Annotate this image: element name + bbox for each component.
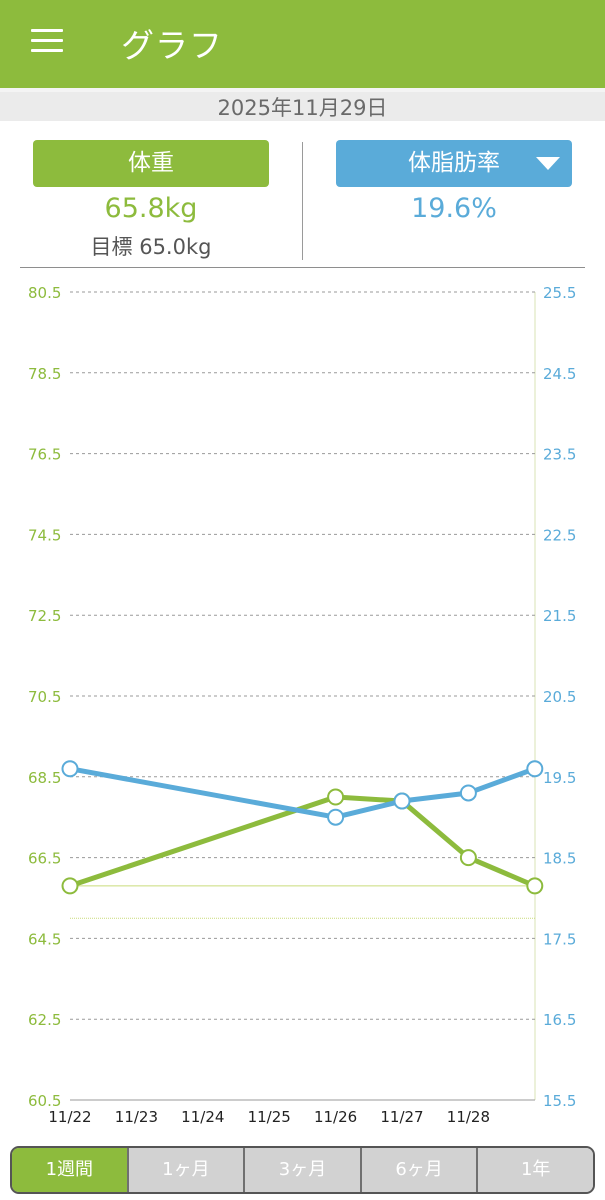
section-divider — [20, 267, 585, 268]
body-fat-data-point — [393, 792, 411, 810]
weight-data-point — [459, 849, 477, 867]
x-axis-tick-label: 11/23 — [115, 1108, 158, 1126]
range-tab-3[interactable]: 6ヶ月 — [359, 1148, 477, 1192]
weight-body-fat-chart: 80.5 78.5 76.5 74.5 72.5 70.5 68.5 66.5 64.5 62.5… — [28, 284, 576, 1126]
weight-value: 65.8kg — [104, 193, 198, 224]
left-axis-tick-label: 76.5 — [28, 446, 61, 464]
page-title: グラフ — [121, 26, 223, 65]
left-axis-tick-label: 64.5 — [28, 930, 61, 948]
right-axis-tick-label: 20.5 — [543, 688, 576, 706]
left-axis-tick-label: 72.5 — [28, 607, 61, 625]
weight-data-point — [526, 877, 544, 895]
goal-weight-text: 目標 65.0kg — [90, 235, 212, 259]
right-axis-tick-label: 23.5 — [543, 446, 576, 464]
body-fat-label: 体脂肪率 — [408, 150, 500, 176]
right-axis-tick-label: 18.5 — [543, 850, 576, 868]
right-axis-tick-label: 19.5 — [543, 769, 576, 787]
app-bar: グラフ — [0, 0, 605, 88]
range-tab-2[interactable]: 3ヶ月 — [243, 1148, 360, 1192]
right-axis-tick-label: 22.5 — [543, 526, 576, 544]
right-axis-tick-label: 15.5 — [543, 1092, 576, 1110]
left-axis-tick-label: 78.5 — [28, 365, 61, 383]
body-fat-data-point — [526, 760, 544, 778]
body-fat-value: 19.6% — [411, 193, 497, 224]
left-axis-tick-label: 68.5 — [28, 769, 61, 787]
date-label: 2025年11月29日 — [0, 88, 605, 121]
right-axis-tick-label: 21.5 — [543, 607, 576, 625]
x-axis-tick-label: 11/28 — [447, 1108, 490, 1126]
x-axis-tick-label: 11/22 — [48, 1108, 91, 1126]
right-axis-tick-label: 17.5 — [543, 930, 576, 948]
left-axis-tick-label: 66.5 — [28, 850, 61, 868]
caret-down-icon — [536, 157, 560, 170]
left-axis-tick-label: 62.5 — [28, 1011, 61, 1029]
body-fat-data-point — [327, 808, 345, 826]
x-axis-tick-label: 11/27 — [380, 1108, 423, 1126]
x-axis-tick-label: 11/25 — [248, 1108, 291, 1126]
right-axis-tick-label: 24.5 — [543, 365, 576, 383]
body-fat-dropdown[interactable]: 体脂肪率 — [336, 140, 572, 187]
body-fat-data-point — [61, 760, 79, 778]
range-tab-0[interactable]: 1週間 — [12, 1148, 127, 1192]
x-axis-tick-label: 11/26 — [314, 1108, 357, 1126]
range-tab-bar: 1週間 1ヶ月 3ヶ月 6ヶ月 1年 — [10, 1146, 595, 1194]
left-axis-tick-label: 60.5 — [28, 1092, 61, 1110]
body-fat-data-point — [459, 784, 477, 802]
left-axis-tick-label: 74.5 — [28, 526, 61, 544]
weight-button[interactable]: 体重 — [33, 140, 269, 187]
right-axis-tick-label: 16.5 — [543, 1011, 576, 1029]
menu-icon[interactable] — [31, 29, 63, 53]
range-tab-1[interactable]: 1ヶ月 — [126, 1148, 244, 1192]
left-axis-tick-label: 80.5 — [28, 284, 61, 302]
left-axis-tick-label: 70.5 — [28, 688, 61, 706]
right-axis-tick-label: 25.5 — [543, 284, 576, 302]
x-axis-tick-label: 11/24 — [181, 1108, 224, 1126]
weight-button-label: 体重 — [128, 150, 174, 176]
weight-data-point — [327, 788, 345, 806]
range-tab-4[interactable]: 1年 — [476, 1148, 593, 1192]
metric-divider — [302, 142, 303, 260]
weight-data-point — [61, 877, 79, 895]
